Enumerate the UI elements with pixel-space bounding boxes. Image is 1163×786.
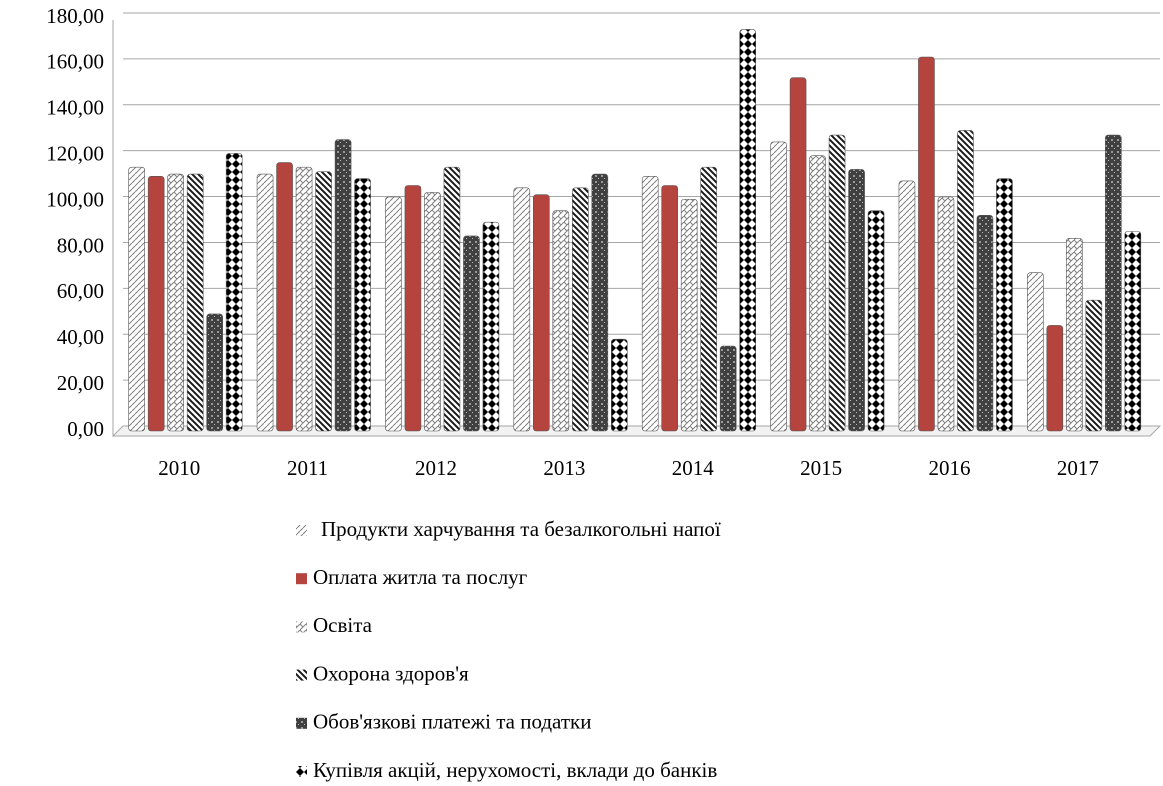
x-tick-label: 2010: [158, 456, 200, 480]
bar: [1046, 325, 1064, 432]
y-tick-label: 160,00: [46, 50, 104, 74]
bar: [334, 139, 352, 432]
bar: [789, 77, 807, 432]
legend-swatch: [296, 669, 307, 681]
bar: [552, 210, 570, 432]
bar: [1124, 231, 1142, 432]
bar: [206, 313, 223, 432]
bar: [482, 221, 500, 432]
y-tick-label: 60,00: [57, 279, 104, 303]
legend-label: Купівля акцій, нерухомості, вклади до ба…: [313, 758, 717, 782]
bar: [186, 173, 204, 432]
legend-label: Охорона здоров'я: [313, 661, 469, 685]
bar: [976, 215, 994, 432]
bar: [739, 29, 756, 432]
x-tick-label: 2017: [1057, 456, 1099, 480]
bar: [641, 176, 659, 432]
y-tick-label: 0,00: [67, 417, 104, 441]
bar: [898, 180, 916, 432]
bar: [770, 141, 787, 432]
x-tick-label: 2011: [287, 456, 328, 480]
y-tick-label: 80,00: [57, 233, 104, 257]
bar: [315, 171, 332, 432]
bar: [591, 173, 609, 432]
legend-label: Оплата житла та послуг: [313, 565, 528, 589]
y-tick-label: 180,00: [46, 4, 104, 28]
bar: [295, 166, 313, 432]
bar: [385, 196, 402, 432]
bar: [828, 134, 846, 432]
bar: [719, 345, 737, 432]
legend-label: Обов'язкові платежі та податки: [313, 710, 591, 734]
bar: [957, 130, 974, 432]
bar: [809, 155, 826, 432]
y-tick-label: 20,00: [57, 371, 104, 395]
bar: [848, 169, 865, 432]
bar: [700, 166, 717, 432]
bar: [167, 173, 184, 432]
bar: [354, 178, 371, 432]
bar: [147, 176, 165, 432]
bar: [225, 153, 243, 432]
bar: [404, 185, 422, 432]
bar: [1066, 237, 1083, 432]
x-tick-label: 2016: [928, 456, 970, 480]
bar: [572, 187, 589, 432]
legend-swatch: [296, 573, 307, 585]
bar: [1027, 272, 1044, 432]
bar: [661, 185, 678, 432]
bar: [463, 235, 480, 432]
legend-label: Продукти харчування та безалкогольні нап…: [321, 517, 721, 541]
legend-swatch: [296, 621, 307, 633]
legend-swatch: [296, 717, 307, 729]
y-tick-label: 40,00: [57, 325, 104, 349]
bar: [918, 56, 935, 432]
y-tick-label: 100,00: [46, 187, 104, 211]
bar: [1085, 299, 1103, 432]
y-tick-label: 140,00: [46, 96, 104, 120]
legend-swatch: [296, 525, 307, 536]
legend-label: Освіта: [313, 613, 373, 637]
bar: [996, 178, 1013, 432]
bar: [937, 196, 955, 432]
x-tick-label: 2015: [800, 456, 842, 480]
bar: [1105, 134, 1122, 432]
legend-swatch: [296, 766, 307, 777]
bar: [256, 173, 274, 432]
bar: [513, 187, 531, 432]
x-tick-label: 2012: [415, 456, 457, 480]
x-tick-label: 2014: [672, 456, 715, 480]
bar: [533, 194, 550, 432]
bar: [680, 198, 698, 432]
bar: [443, 166, 461, 432]
bar: [867, 210, 885, 432]
bar: [424, 192, 441, 432]
x-tick-label: 2013: [543, 456, 585, 480]
bar: [611, 338, 628, 432]
bar: [128, 166, 145, 432]
bar: [276, 162, 293, 432]
y-tick-label: 120,00: [46, 141, 104, 165]
